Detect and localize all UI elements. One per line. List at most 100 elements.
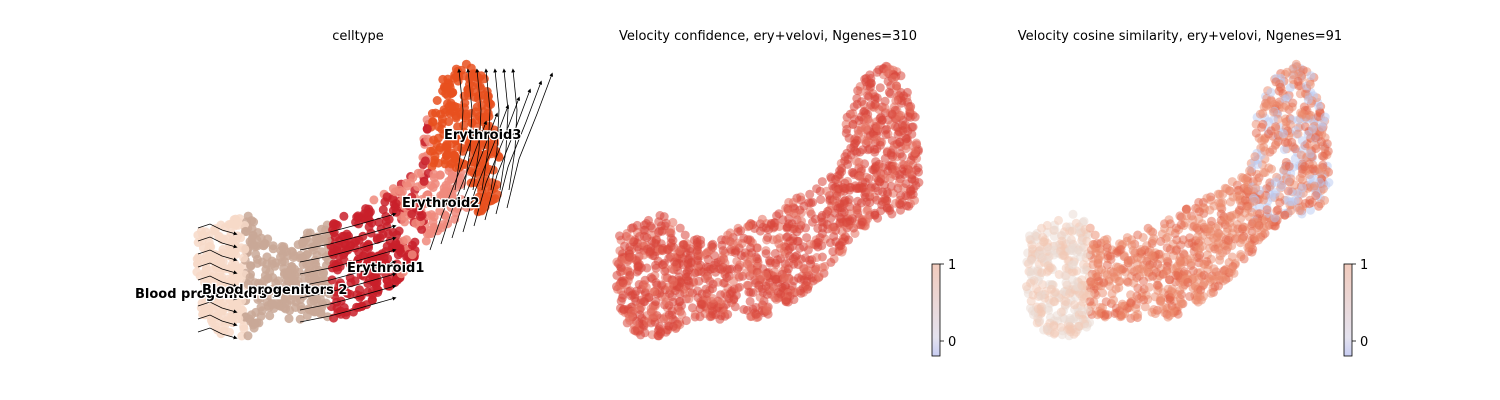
panel1-cell [395, 185, 405, 195]
panel2-cell [894, 178, 904, 188]
panel2-cell [820, 261, 830, 271]
panel3-cell [1257, 227, 1266, 237]
panel1-cell [202, 257, 212, 267]
panel1-cell [492, 190, 502, 200]
panel3-cell [1307, 198, 1317, 207]
panel2-cell [903, 160, 913, 169]
panel3-cell [1046, 284, 1056, 294]
panel3-cell [1255, 202, 1265, 212]
panel3-cell [1259, 195, 1268, 205]
panel2-cell [835, 218, 845, 228]
panel3-cell [1186, 254, 1196, 264]
streamline [197, 262, 238, 275]
panel2-cell [733, 270, 743, 280]
panel2-cell [875, 83, 885, 93]
label-blood-progenitors-2: Blood progenitors 2 [202, 283, 347, 298]
panel2-cell [708, 242, 718, 252]
panel3-cell [1303, 95, 1313, 105]
panel1-cell [472, 167, 482, 177]
panel3-cell [1036, 291, 1046, 301]
panel2-cell [910, 147, 920, 156]
panel2-cell [827, 224, 837, 234]
panel3-cell [1107, 289, 1117, 299]
panel1-cell [358, 231, 368, 241]
panel1-title: celltype [332, 29, 383, 44]
panel3-cell [1304, 110, 1314, 120]
panel2-cell [668, 217, 678, 227]
panel2-cell [880, 103, 890, 113]
panel1-cell [367, 251, 377, 261]
panel2-cell [836, 241, 846, 251]
panel3-cell [1194, 207, 1204, 217]
panel1-cell [302, 228, 312, 238]
streamline [495, 80, 543, 215]
panel2-cells [612, 61, 924, 341]
panel1-cell [318, 287, 328, 297]
panel1-cell [200, 295, 210, 305]
panel3-cell [1291, 59, 1301, 69]
panel2-cell [839, 199, 849, 209]
panel3-cell [1177, 299, 1187, 309]
panel2-cell [813, 242, 823, 252]
panel2-cell [799, 263, 809, 273]
panel2-cell [696, 300, 706, 310]
panel1-cell [315, 294, 325, 304]
panel2-cell [776, 289, 786, 299]
panel3-cell [1136, 245, 1146, 254]
panel1-cell [247, 233, 257, 243]
streamline [481, 68, 491, 191]
panel1-cell [273, 276, 283, 286]
panel1-cell [461, 111, 471, 121]
panel3-cell [1236, 250, 1246, 259]
panel2-cell [840, 152, 850, 162]
colorbar-tick-top: 1 [1360, 258, 1368, 273]
panel1-cell [334, 281, 344, 290]
panel3-cell [1297, 109, 1307, 119]
streamline [197, 327, 238, 340]
panel2-cell [746, 243, 756, 253]
panel1-cell [364, 222, 374, 232]
panel1-cell [270, 261, 280, 271]
panel3-cell [1244, 184, 1254, 194]
panel1-cell [237, 296, 247, 306]
panel1-cell [444, 176, 454, 186]
panel2-cell [866, 100, 876, 110]
panel2-cell [774, 209, 784, 219]
panel2-cell [624, 252, 634, 262]
panel1-cell [236, 233, 246, 243]
panel2-cell [660, 221, 670, 231]
panel3-cell [1129, 278, 1139, 288]
panel3-cell [1162, 267, 1172, 277]
panel3-cell [1080, 225, 1090, 234]
panel3-cell [1165, 295, 1175, 305]
panel2-cell [855, 172, 865, 182]
panel2-cell [758, 222, 768, 232]
panel1-cell [311, 260, 321, 270]
panel2-cell [866, 78, 876, 88]
panel2-cell [736, 226, 746, 236]
panel2-cell [784, 207, 794, 217]
panel3-cell [1283, 186, 1293, 196]
panel2-cell [813, 223, 823, 233]
panel2-cell [739, 305, 749, 314]
panel3-cell [1267, 193, 1277, 203]
panel2-cell [910, 112, 920, 122]
panel2-cell [887, 109, 897, 119]
panel1-cell [394, 226, 404, 236]
panel3-cell [1193, 245, 1203, 255]
panel3-cell [1227, 252, 1237, 262]
panel1-cell [225, 327, 234, 337]
panel3-cell [1259, 142, 1269, 152]
panel3-cell [1033, 304, 1043, 314]
panel2-cell [805, 189, 815, 199]
panel2-cell [905, 167, 915, 177]
panel2-cell [656, 329, 665, 339]
panel2-cell [647, 274, 657, 284]
panel2-cell [791, 209, 801, 219]
panel3-cell [1199, 270, 1209, 280]
panel3-cell [1026, 270, 1036, 280]
panel1-cell [427, 210, 436, 220]
panel2-cell [851, 156, 861, 166]
panel1-cell [269, 284, 278, 294]
panel2-cell [789, 295, 799, 305]
